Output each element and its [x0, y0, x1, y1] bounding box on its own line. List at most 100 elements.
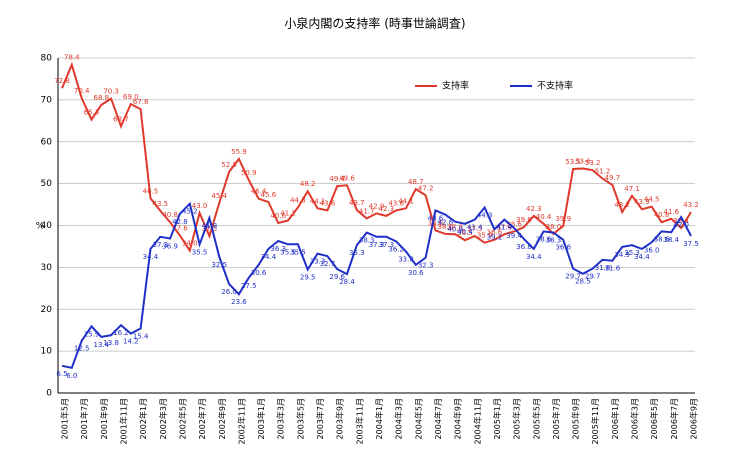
- data-label: 37.3: [152, 241, 168, 249]
- data-label: 41.7: [359, 207, 375, 215]
- data-label: 31.6: [605, 265, 621, 273]
- chart-title: 小泉内閣の支持率 (時事世論調査): [284, 16, 465, 31]
- data-label: 35.9: [477, 232, 493, 240]
- data-label: 43.5: [152, 200, 168, 208]
- data-label: 36.6: [555, 244, 571, 252]
- data-label: 53.2: [585, 159, 601, 167]
- data-label: 39.6: [516, 216, 532, 224]
- data-label: 34.4: [634, 253, 650, 261]
- data-label: 38.3: [359, 237, 375, 245]
- data-label: 41.2: [280, 209, 296, 217]
- data-label: 52.8: [221, 161, 237, 169]
- data-label: 42.8: [172, 218, 188, 226]
- data-label: 32.5: [211, 261, 227, 269]
- data-label: 69.0: [123, 93, 139, 101]
- legend-label: 支持率: [442, 80, 469, 92]
- data-label: 13.4: [94, 341, 110, 349]
- data-label: 35.5: [280, 248, 296, 256]
- y-tick-label: 0: [46, 389, 52, 399]
- data-label: 38.6: [654, 235, 670, 243]
- data-label: 43.7: [349, 199, 365, 207]
- data-label: 36.3: [270, 245, 286, 253]
- data-label: 44.1: [398, 197, 414, 205]
- data-label: 16.2: [113, 329, 129, 337]
- data-label: 43.9: [634, 198, 650, 206]
- data-label: 43.6: [388, 199, 404, 207]
- data-label: 72.8: [54, 77, 70, 85]
- data-label: 6.0: [66, 372, 77, 380]
- x-tick-label: 2006年5月: [649, 398, 659, 439]
- y-tick-label: 20: [41, 305, 53, 315]
- y-tick-label: 50: [41, 179, 53, 189]
- y-tick-label: 80: [41, 54, 53, 64]
- data-label: 38.0: [438, 223, 454, 231]
- data-label: 37.5: [683, 240, 699, 248]
- data-label: 43.6: [320, 199, 336, 207]
- data-label: 12.5: [74, 345, 90, 353]
- x-tick-label: 2004年7月: [433, 398, 443, 439]
- data-label: 41.6: [664, 208, 680, 216]
- data-label: 15.9: [84, 330, 100, 338]
- data-label: 40.9: [447, 226, 463, 234]
- data-label: 41.8: [202, 222, 218, 230]
- data-label: 42.0: [673, 221, 689, 229]
- data-label: 34.4: [526, 253, 542, 261]
- data-label: 36.2: [388, 245, 404, 253]
- y-tick-label: 40: [41, 221, 53, 231]
- data-label: 35.3: [349, 249, 365, 257]
- data-label: 70.3: [103, 88, 119, 96]
- data-label: 53.5: [565, 158, 581, 166]
- x-tick-label: 2003年5月: [295, 398, 305, 439]
- data-label: 27.5: [241, 282, 257, 290]
- data-label: 32.7: [320, 260, 336, 268]
- data-label: 37.9: [447, 223, 463, 231]
- data-label: 47.1: [624, 185, 640, 193]
- data-label: 41.4: [467, 224, 483, 232]
- x-tick-label: 2005年9月: [571, 398, 581, 439]
- x-tick-label: 2005年3月: [512, 398, 522, 439]
- legend-label: 不支持率: [537, 80, 573, 92]
- y-tick-label: 30: [41, 263, 53, 273]
- y-tick-label: 10: [41, 347, 53, 357]
- x-tick-label: 2002年9月: [217, 398, 227, 439]
- data-label: 29.7: [565, 273, 581, 281]
- x-tick-label: 2006年3月: [630, 398, 640, 439]
- x-tick-label: 2004年1月: [374, 398, 384, 439]
- data-label: 43.6: [428, 214, 444, 222]
- y-axis-label: %: [36, 222, 45, 232]
- data-label: 31.8: [595, 264, 611, 272]
- data-label: 65.3: [84, 109, 100, 117]
- x-tick-label: 2001年11月: [118, 398, 128, 445]
- data-label: 33.3: [310, 258, 326, 266]
- data-label: 46.4: [251, 188, 267, 196]
- data-label: 39.4: [506, 232, 522, 240]
- data-label: 38.0: [546, 223, 562, 231]
- data-label: 44.3: [290, 196, 306, 204]
- x-tick-label: 2005年1月: [492, 398, 502, 439]
- data-label: 50.9: [241, 169, 257, 177]
- y-tick-label: 70: [41, 95, 53, 105]
- data-label: 23.6: [231, 298, 247, 306]
- data-label: 78.4: [64, 54, 80, 62]
- data-label: 40.6: [270, 212, 286, 220]
- x-tick-label: 2003年11月: [354, 398, 364, 445]
- data-label: 13.8: [103, 339, 119, 347]
- data-label: 28.4: [339, 278, 355, 286]
- x-tick-label: 2002年5月: [177, 398, 187, 439]
- x-tick-label: 2002年3月: [158, 398, 168, 439]
- x-tick-label: 2003年1月: [256, 398, 266, 439]
- x-tick-label: 2001年5月: [60, 398, 70, 439]
- data-label: 29.7: [585, 273, 601, 281]
- y-tick-label: 60: [41, 137, 53, 147]
- data-label: 63.7: [113, 115, 129, 123]
- data-label: 43.2: [614, 201, 630, 209]
- data-label: 36.0: [644, 246, 660, 254]
- data-label: 37.5: [467, 225, 483, 233]
- data-label: 30.6: [408, 269, 424, 277]
- data-label: 14.2: [123, 338, 139, 346]
- data-label: 49.7: [605, 174, 621, 182]
- data-label: 42.3: [379, 205, 395, 213]
- data-label: 37.9: [496, 223, 512, 231]
- data-label: 34.0: [182, 240, 198, 248]
